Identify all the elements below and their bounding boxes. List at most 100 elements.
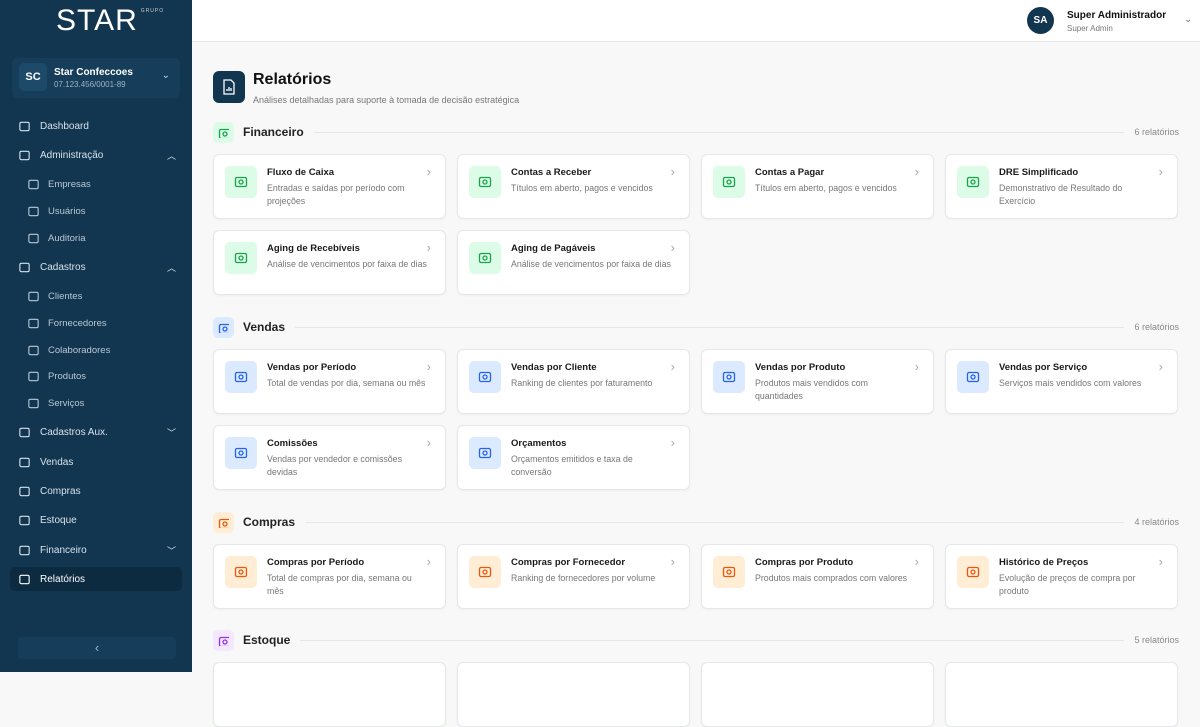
company-selector[interactable]: SC Star Confeccoes 07.123.456/0001-89 ⌄	[12, 58, 180, 98]
building-icon	[16, 147, 32, 163]
report-card[interactable]: Aging de Pagáveis Análise de vencimentos …	[457, 230, 690, 295]
sidebar-item-produtos[interactable]: Produtos	[0, 364, 192, 388]
chevron-down-icon[interactable]: ⌄	[1184, 14, 1193, 25]
company-avatar: SC	[19, 63, 47, 91]
sidebar-item-relat-rios[interactable]: Relatórios	[10, 567, 182, 591]
report-description: Ranking de clientes por faturamento	[511, 378, 653, 388]
sidebar-item-colaboradores[interactable]: Colaboradores	[0, 338, 192, 362]
report-description: Demonstrativo de Resultado do Exercício	[999, 183, 1123, 206]
sidebar-item-label: Relatórios	[40, 573, 86, 585]
report-title: Aging de Recebíveis	[267, 243, 360, 254]
sidebar-item-label: Colaboradores	[48, 344, 111, 356]
report-title: Vendas por Cliente	[511, 362, 597, 373]
cart-icon	[16, 454, 32, 470]
chevron-right-icon: ›	[914, 164, 919, 179]
report-description: Serviços mais vendidos com valores	[999, 378, 1142, 388]
tools-icon	[25, 395, 41, 411]
section-title: Compras	[243, 515, 296, 529]
divider	[313, 131, 1125, 133]
chevron-up-icon[interactable]: ︿	[166, 262, 176, 273]
section-header: Compras 4 relatórios	[213, 511, 1179, 533]
report-description: Títulos em aberto, pagos e vencidos	[755, 183, 897, 193]
logo[interactable]: STAR GRUPO	[56, 4, 165, 37]
report-description: Produtos mais comprados com valores	[755, 573, 908, 583]
report-card[interactable]: Compras por Período Total de compras por …	[213, 544, 446, 609]
report-card[interactable]: Vendas por Produto Produtos mais vendidos…	[701, 349, 934, 414]
chevron-right-icon: ›	[426, 240, 431, 255]
sidebar-item-usu-rios[interactable]: Usuários	[0, 199, 192, 223]
divider	[295, 326, 1125, 328]
clock-icon	[469, 242, 501, 274]
report-description: Ranking de fornecedores por volume	[511, 573, 656, 583]
chevron-up-icon[interactable]: ︿	[166, 150, 176, 161]
sidebar-item-fornecedores[interactable]: Fornecedores	[0, 311, 192, 335]
report-description: Vendas por vendedor e comissões devidas	[267, 454, 402, 477]
report-description: Produtos mais vendidos com quantidades	[755, 378, 868, 401]
sidebar-item-administra-o[interactable]: Administração ︿	[0, 143, 192, 167]
building-icon	[25, 176, 41, 192]
report-card[interactable]: DRE Simplificado Demonstrativo de Resulta…	[945, 154, 1178, 219]
report-description: Total de compras por dia, semana ou mês	[267, 573, 412, 596]
report-card[interactable]: Fluxo de Caixa Entradas e saídas por perí…	[213, 154, 446, 219]
user-avatar[interactable]: SA	[1027, 7, 1054, 34]
sidebar-item-label: Auditoria	[48, 232, 86, 244]
report-title: Histórico de Preços	[999, 557, 1089, 568]
file-report-icon	[16, 571, 32, 587]
report-card[interactable]: Compras por Produto Produtos mais comprad…	[701, 544, 934, 609]
sidebar-item-servi-os[interactable]: Serviços	[0, 391, 192, 415]
report-card[interactable]: Vendas por Período Total de vendas por di…	[213, 349, 446, 414]
sidebar-item-empresas[interactable]: Empresas	[0, 172, 192, 196]
report-card[interactable]: Comissões Vendas por vendedor e comissões…	[213, 425, 446, 490]
file-chart-icon	[957, 166, 989, 198]
dollar-icon	[225, 437, 257, 469]
report-card[interactable]: Contas a Receber Títulos em aberto, pagos…	[457, 154, 690, 219]
building-icon	[469, 556, 501, 588]
report-card[interactable]: Orçamentos Orçamentos emitidos e taxa de …	[457, 425, 690, 490]
wallet-icon	[16, 542, 32, 558]
report-title: Aging de Pagáveis	[511, 243, 596, 254]
sidebar-item-clientes[interactable]: Clientes	[0, 284, 192, 308]
sidebar-item-financeiro[interactable]: Financeiro ﹀	[0, 538, 192, 562]
page-subtitle: Análises detalhadas para suporte à tomad…	[253, 95, 520, 105]
section-title: Vendas	[243, 320, 286, 334]
archive-icon	[16, 512, 32, 528]
report-description: Análise de vencimentos por faixa de dias	[267, 259, 427, 269]
chevron-right-icon: ›	[1158, 554, 1163, 569]
sidebar-item-label: Financeiro	[40, 544, 87, 556]
sidebar-item-cadastros[interactable]: Cadastros ︿	[0, 255, 192, 279]
chevron-right-icon: ›	[670, 435, 675, 450]
collapse-sidebar-button[interactable]: ‹	[18, 637, 176, 659]
section-count: 4 relatórios	[1134, 517, 1179, 527]
file-report-icon	[213, 71, 245, 103]
chevron-right-icon: ›	[914, 554, 919, 569]
sidebar-item-vendas[interactable]: Vendas	[0, 450, 192, 474]
company-name: Star Confeccoes	[54, 67, 133, 78]
chevron-down-icon[interactable]: ﹀	[166, 545, 176, 556]
truck-icon	[25, 315, 41, 331]
sidebar-item-auditoria[interactable]: Auditoria	[0, 226, 192, 250]
box-icon	[713, 361, 745, 393]
report-card[interactable]: Histórico de Preços Evolução de preços de…	[945, 544, 1178, 609]
chevron-down-icon[interactable]: ﹀	[166, 427, 176, 438]
report-card[interactable]: Vendas por Serviço Serviços mais vendidos…	[945, 349, 1178, 414]
truck-icon	[213, 511, 234, 533]
report-card[interactable]: Compras por Fornecedor Ranking de fornece…	[457, 544, 690, 609]
report-title: Vendas por Produto	[755, 362, 846, 373]
report-card[interactable]: Vendas por Cliente Ranking de clientes po…	[457, 349, 690, 414]
divider	[300, 639, 1125, 641]
report-description: Total de vendas por dia, semana ou mês	[267, 378, 426, 388]
chevron-right-icon: ›	[1158, 359, 1163, 374]
sidebar-item-dashboard[interactable]: Dashboard	[0, 114, 192, 138]
section-count: 5 relatórios	[1134, 635, 1179, 645]
user-name[interactable]: Super Administrador	[1067, 10, 1167, 21]
sidebar-item-compras[interactable]: Compras	[0, 479, 192, 503]
archive-icon	[213, 629, 234, 651]
report-title: Compras por Período	[267, 557, 365, 568]
report-card[interactable]: Aging de Recebíveis Análise de vencimento…	[213, 230, 446, 295]
sidebar-item-cadastros-aux-[interactable]: Cadastros Aux. ﹀	[0, 420, 192, 444]
chevron-right-icon: ›	[670, 240, 675, 255]
report-title: Contas a Receber	[511, 167, 592, 178]
report-card[interactable]: Contas a Pagar Títulos em aberto, pagos e…	[701, 154, 934, 219]
sidebar-item-estoque[interactable]: Estoque	[0, 508, 192, 532]
report-title: Compras por Fornecedor	[511, 557, 626, 568]
